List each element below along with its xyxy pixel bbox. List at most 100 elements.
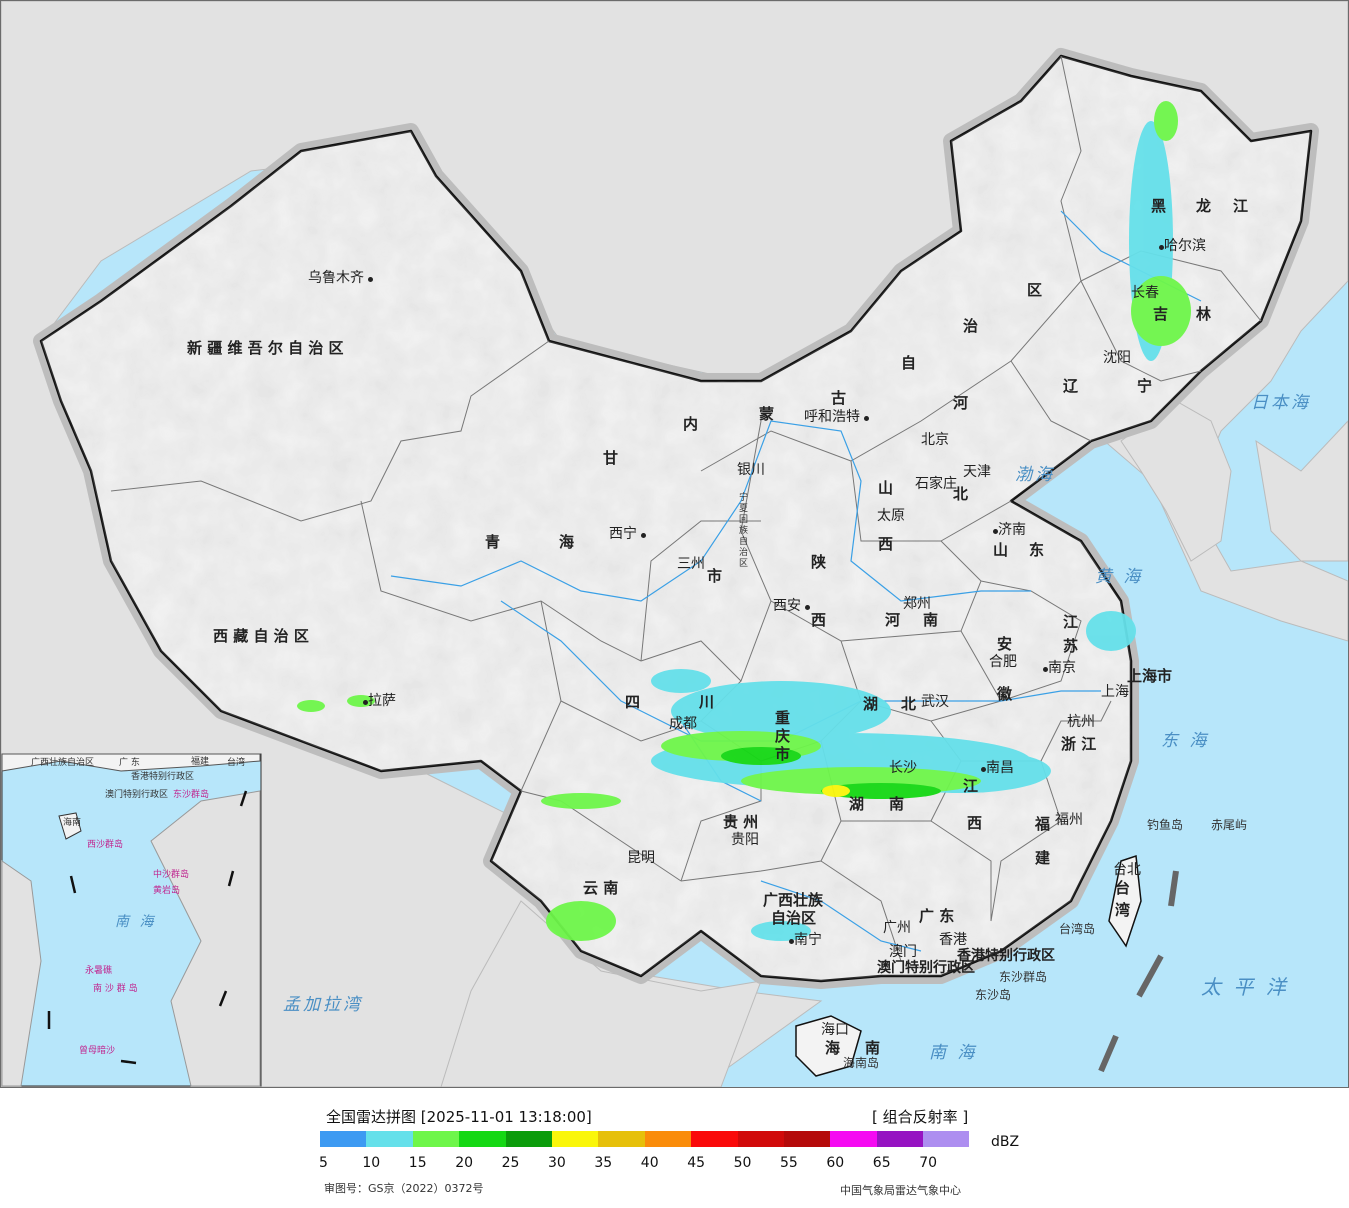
city-shijiazhuang: 石家庄 <box>915 476 957 492</box>
province-qinghai-2: 海 <box>559 533 575 551</box>
province-neimenggu-6: 区 <box>1027 281 1043 299</box>
legend-unit: dBZ <box>991 1134 1020 1150</box>
korea-land <box>1120 400 1232 562</box>
province-shanghai: 上海市 <box>1127 667 1173 685</box>
island-dongshaqundao: 东沙群岛 <box>999 970 1048 984</box>
province-neimenggu-4: 自 <box>901 354 917 372</box>
province-hubei-2: 北 <box>901 695 917 713</box>
province-taiwan-1: 台 <box>1115 879 1131 897</box>
city-dot <box>981 767 986 772</box>
city-taiyuan: 太原 <box>877 508 905 524</box>
legend-tick-label: 15 <box>408 1155 427 1171</box>
legend-swatch-11 <box>830 1131 877 1147</box>
legend-swatch-6 <box>598 1131 645 1147</box>
city-dot <box>1043 667 1048 672</box>
city-dot <box>641 533 647 538</box>
city-wuhan: 武汉 <box>921 694 949 710</box>
city-taibei: 台北 <box>1113 862 1141 878</box>
sea-ribenhai: 日本海 <box>1251 393 1311 413</box>
inset-label-fujian: 福建 <box>191 757 210 767</box>
province-heilongjiang-3: 江 <box>1233 197 1249 215</box>
province-shanxi-1: 山 <box>878 479 894 497</box>
island-diaoyudao: 钓鱼岛 <box>1147 818 1184 832</box>
province-liaoning-1: 辽 <box>1063 377 1079 395</box>
province-shandong-1: 山 <box>993 541 1009 559</box>
inset-label-dongsha: 东沙群岛 <box>173 790 210 800</box>
legend-panel: 全国雷达拼图 [2025-11-01 13:18:00] [ 组合反射率 ] 5… <box>0 1088 1349 1208</box>
legend-tick-label: 20 <box>455 1155 474 1171</box>
province-fujian-2: 建 <box>1035 849 1051 867</box>
province-guangdong: 广 东 <box>919 907 955 925</box>
map-canvas <box>1 1 1348 1087</box>
province-shanxi-2: 西 <box>878 535 894 553</box>
japan-land <box>1255 420 1348 562</box>
legend-tick-label: 70 <box>919 1155 938 1171</box>
legend-tick-label: 40 <box>640 1155 659 1171</box>
city-shenyang: 沈阳 <box>1103 350 1131 366</box>
island-chiweiyu: 赤尾屿 <box>1211 818 1248 832</box>
legend-swatch-4 <box>505 1131 552 1147</box>
legend-swatch-13 <box>923 1131 970 1147</box>
sea-donghai: 东 海 <box>1161 731 1210 751</box>
province-anhui-1: 安 <box>997 635 1013 653</box>
inset-label-guangdong: 广 东 <box>119 758 140 768</box>
city-macau: 澳门 <box>889 944 917 960</box>
province-heilongjiang-2: 龙 <box>1196 197 1212 215</box>
province-jiangsu-1: 江 <box>1063 613 1079 631</box>
province-neimenggu-1: 内 <box>683 415 699 433</box>
province-yunnan: 云 南 <box>583 879 619 897</box>
province-shandong-2: 东 <box>1029 541 1045 559</box>
province-hunan-2: 南 <box>889 795 905 813</box>
inset-label-hainan: 海南 <box>63 818 82 828</box>
city-haikou: 海口 <box>821 1022 849 1038</box>
radar-map: 新 疆 维 吾 尔 自 治 区 西 藏 自 治 区 青 海 甘 内 蒙 古 自 … <box>0 0 1349 1088</box>
legend-tick-label: 5 <box>319 1155 328 1171</box>
province-shaanxi-2: 西 <box>811 611 827 629</box>
province-liaoning-2: 宁 <box>1137 377 1153 395</box>
city-changsha: 长沙 <box>889 760 917 776</box>
legend-tick-label: 50 <box>733 1155 752 1171</box>
city-yinchuan: 银川 <box>737 462 765 478</box>
legend-tick-label: 35 <box>594 1155 613 1171</box>
province-neimenggu-5: 治 <box>963 317 979 335</box>
province-hainan-2: 南 <box>865 1039 881 1057</box>
province-guangxi-2: 自治区 <box>771 909 817 927</box>
province-gansu: 甘 <box>603 449 619 467</box>
inset-label-taiwan: 台湾 <box>227 758 246 768</box>
city-lhasa: 拉萨 <box>363 694 396 708</box>
city-xian: 西安 <box>773 599 811 613</box>
city-dot <box>805 605 811 610</box>
inset-label-zhongsha: 中沙群岛 <box>153 870 190 880</box>
legend-swatch-0 <box>320 1131 367 1147</box>
legend-swatch-10 <box>783 1131 831 1147</box>
province-xizang: 西 藏 自 治 区 <box>213 627 309 645</box>
province-henan-1: 河 <box>885 611 901 629</box>
province-fujian-1: 福 <box>1035 815 1051 833</box>
city-hangzhou: 杭州 <box>1067 714 1095 730</box>
sea-bohai: 渤海 <box>1015 465 1055 485</box>
sea-mengjialawan: 孟加拉湾 <box>283 995 363 1015</box>
city-fuzhou: 福州 <box>1055 812 1083 828</box>
province-hongkong: 香港特别行政区 <box>957 948 1055 964</box>
province-zhejiang: 浙 江 <box>1061 735 1097 753</box>
province-qinghai-1: 青 <box>485 533 501 551</box>
province-macau: 澳门特别行政区 <box>877 960 975 976</box>
organization-credit: 中国气象局雷达气象中心 <box>840 1184 961 1197</box>
review-number: 审图号：GS京（2022）0372号 <box>324 1182 484 1195</box>
province-hebei-1: 河 <box>953 394 969 412</box>
legend-swatch-3 <box>459 1131 506 1147</box>
legend-swatch-8 <box>691 1131 738 1147</box>
province-guangxi-1: 广西壮族 <box>763 891 824 909</box>
city-kunming: 昆明 <box>627 850 655 866</box>
inset-label-huangyan: 黄岩岛 <box>153 886 181 896</box>
legend-tick-label: 25 <box>501 1155 520 1171</box>
province-jiangxi-2: 西 <box>967 814 983 832</box>
legend-product: [ 组合反射率 ] <box>872 1108 969 1126</box>
province-hainan-1: 海 <box>825 1039 841 1057</box>
legend-tick-label: 45 <box>687 1155 706 1171</box>
legend-tick-label: 55 <box>780 1155 798 1171</box>
legend-title: 全国雷达拼图 [2025-11-01 13:18:00] <box>326 1108 592 1126</box>
inset-label-nanhai: 南 海 <box>115 914 157 930</box>
inset-label-yongshu: 永暑礁 <box>85 966 113 976</box>
city-dot <box>363 700 368 705</box>
